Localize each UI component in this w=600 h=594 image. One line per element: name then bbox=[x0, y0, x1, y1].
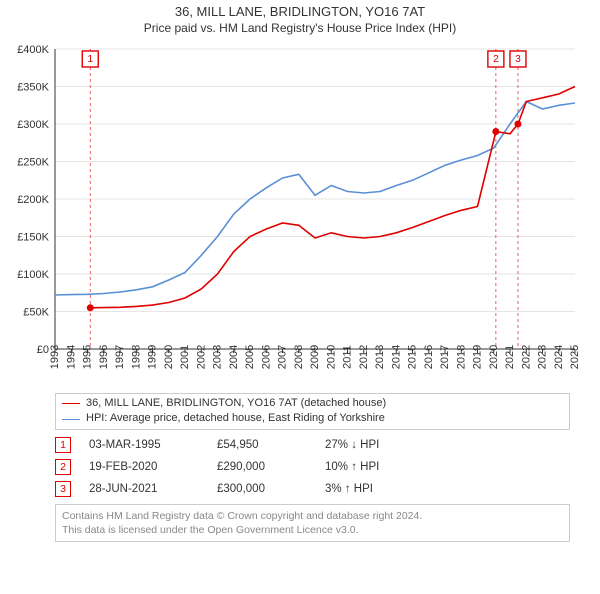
svg-text:2024: 2024 bbox=[553, 345, 565, 369]
svg-text:2023: 2023 bbox=[537, 345, 549, 369]
svg-text:2014: 2014 bbox=[390, 345, 402, 369]
chart-svg: £0 £50K £100K £150K £200K £250K £300K £350K £400… bbox=[0, 39, 600, 389]
svg-text:1998: 1998 bbox=[130, 345, 142, 369]
event-price: £300,000 bbox=[217, 483, 307, 495]
legend-label: 36, MILL LANE, BRIDLINGTON, YO16 7AT (de… bbox=[86, 396, 386, 411]
event-hpi-relation: 10% ↑ HPI bbox=[325, 461, 445, 473]
svg-text:£300K: £300K bbox=[17, 119, 49, 131]
legend-row: HPI: Average price, detached house, East… bbox=[62, 411, 563, 426]
svg-text:2001: 2001 bbox=[179, 345, 191, 369]
svg-text:2: 2 bbox=[493, 53, 499, 65]
svg-text:2002: 2002 bbox=[195, 345, 207, 369]
legend-label: HPI: Average price, detached house, East… bbox=[86, 411, 385, 426]
svg-text:2010: 2010 bbox=[325, 345, 337, 369]
event-number-badge: 1 bbox=[55, 437, 71, 453]
svg-text:£50K: £50K bbox=[23, 307, 49, 319]
svg-text:2017: 2017 bbox=[439, 345, 451, 369]
svg-text:2012: 2012 bbox=[358, 345, 370, 369]
event-hpi-relation: 27% ↓ HPI bbox=[325, 439, 445, 451]
svg-text:1994: 1994 bbox=[65, 345, 77, 369]
event-price: £54,950 bbox=[217, 439, 307, 451]
svg-text:£150K: £150K bbox=[17, 232, 49, 244]
footer-line-1: Contains HM Land Registry data © Crown c… bbox=[62, 509, 563, 523]
svg-text:£200K: £200K bbox=[17, 194, 49, 206]
svg-text:£350K: £350K bbox=[17, 82, 49, 94]
svg-text:1995: 1995 bbox=[82, 345, 94, 369]
event-date: 19-FEB-2020 bbox=[89, 461, 199, 473]
svg-text:2015: 2015 bbox=[407, 345, 419, 369]
legend: 36, MILL LANE, BRIDLINGTON, YO16 7AT (de… bbox=[55, 393, 570, 430]
legend-row: 36, MILL LANE, BRIDLINGTON, YO16 7AT (de… bbox=[62, 396, 563, 411]
svg-text:2000: 2000 bbox=[163, 345, 175, 369]
svg-text:2006: 2006 bbox=[260, 345, 272, 369]
svg-text:2021: 2021 bbox=[504, 345, 516, 369]
event-price: £290,000 bbox=[217, 461, 307, 473]
svg-text:£0: £0 bbox=[37, 344, 49, 356]
footer-line-2: This data is licensed under the Open Gov… bbox=[62, 523, 563, 537]
svg-text:2018: 2018 bbox=[455, 345, 467, 369]
svg-text:3: 3 bbox=[515, 53, 521, 65]
event-row: 2 19-FEB-2020 £290,000 10% ↑ HPI bbox=[55, 456, 570, 478]
event-date: 03-MAR-1995 bbox=[89, 439, 199, 451]
svg-text:1996: 1996 bbox=[98, 345, 110, 369]
event-row: 3 28-JUN-2021 £300,000 3% ↑ HPI bbox=[55, 478, 570, 500]
svg-text:1999: 1999 bbox=[147, 345, 159, 369]
svg-text:2022: 2022 bbox=[520, 345, 532, 369]
svg-text:2013: 2013 bbox=[374, 345, 386, 369]
svg-text:£100K: £100K bbox=[17, 269, 49, 281]
svg-text:2016: 2016 bbox=[423, 345, 435, 369]
svg-text:2020: 2020 bbox=[488, 345, 500, 369]
svg-text:2007: 2007 bbox=[277, 345, 289, 369]
event-number-badge: 3 bbox=[55, 481, 71, 497]
page-title: 36, MILL LANE, BRIDLINGTON, YO16 7AT bbox=[0, 4, 600, 19]
svg-text:2019: 2019 bbox=[472, 345, 484, 369]
legend-swatch bbox=[62, 419, 80, 420]
event-row: 1 03-MAR-1995 £54,950 27% ↓ HPI bbox=[55, 434, 570, 456]
svg-text:2025: 2025 bbox=[569, 345, 581, 369]
svg-text:2005: 2005 bbox=[244, 345, 256, 369]
svg-text:1: 1 bbox=[87, 53, 93, 65]
event-hpi-relation: 3% ↑ HPI bbox=[325, 483, 445, 495]
price-chart: £0 £50K £100K £150K £200K £250K £300K £350K £400… bbox=[0, 39, 600, 389]
attribution-footer: Contains HM Land Registry data © Crown c… bbox=[55, 504, 570, 542]
svg-text:2009: 2009 bbox=[309, 345, 321, 369]
event-list: 1 03-MAR-1995 £54,950 27% ↓ HPI 2 19-FEB-2020… bbox=[55, 434, 570, 500]
legend-swatch bbox=[62, 403, 80, 404]
event-number-badge: 2 bbox=[55, 459, 71, 475]
svg-text:2004: 2004 bbox=[228, 345, 240, 369]
event-date: 28-JUN-2021 bbox=[89, 483, 199, 495]
svg-text:1997: 1997 bbox=[114, 345, 126, 369]
svg-text:£400K: £400K bbox=[17, 44, 49, 56]
svg-text:2003: 2003 bbox=[212, 345, 224, 369]
svg-text:£250K: £250K bbox=[17, 157, 49, 169]
page-subtitle: Price paid vs. HM Land Registry's House … bbox=[0, 21, 600, 35]
svg-text:2008: 2008 bbox=[293, 345, 305, 369]
